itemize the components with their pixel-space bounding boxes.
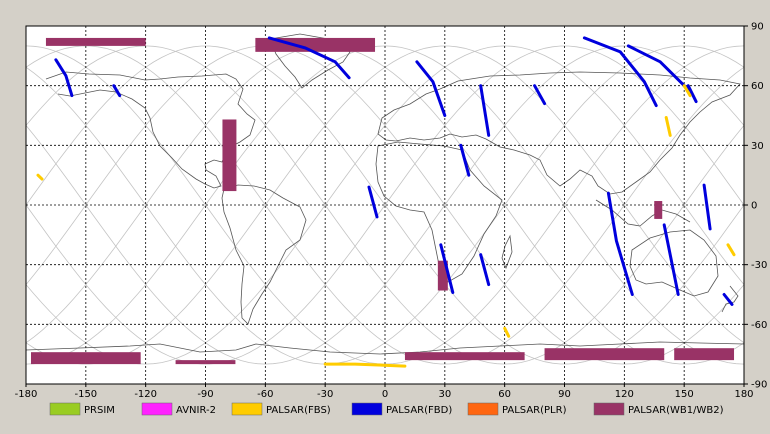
x-tick-label: 30: [438, 389, 451, 400]
swath-track: [606, 191, 634, 296]
swath-track: [702, 183, 712, 231]
legend-label: PALSAR(PLR): [502, 405, 567, 416]
coastline-indonesia: [595, 199, 691, 227]
x-tick-label: 0: [382, 389, 388, 400]
swath-strip: [175, 360, 236, 365]
coastline-eurasia: [377, 71, 741, 195]
swath-strip: [45, 37, 146, 46]
coastline-layer: [25, 33, 745, 355]
swath-track: [533, 84, 547, 106]
coastline-north-america: [45, 71, 256, 189]
legend-swatch: [593, 402, 625, 416]
x-tick-label: 180: [734, 389, 753, 400]
swath-strip: [222, 119, 237, 192]
legend-label: PALSAR(FBD): [386, 405, 452, 416]
legend-item: PALSAR(FBD): [351, 402, 452, 416]
legend-swatch: [231, 402, 263, 416]
swath-track: [686, 84, 698, 104]
swath-track: [36, 173, 44, 181]
swath-track: [479, 84, 491, 137]
swath-track: [267, 36, 351, 80]
tick-label-layer: -180 -150 -120 -90 -60 -30 0 30 60 90 120 150 180 90 6…: [15, 22, 768, 401]
x-tick-label: 120: [615, 389, 634, 400]
swath-track: [664, 116, 672, 137]
swath-track: [415, 60, 447, 117]
swath-track: [722, 293, 734, 306]
swath-track: [726, 243, 736, 257]
coastline-africa: [375, 141, 503, 283]
y-tick-label: 30: [751, 141, 764, 152]
swath-track: [54, 58, 74, 98]
legend-label: PALSAR(FBS): [266, 405, 331, 416]
swath-track: [662, 223, 680, 296]
legend-item: PALSAR(FBS): [231, 402, 331, 416]
legend-label: AVNIR-2: [176, 405, 216, 416]
y-tick-label: -90: [751, 380, 767, 391]
y-tick-label: -30: [751, 260, 767, 271]
x-tick-label: -60: [257, 389, 273, 400]
x-tick-label: 60: [498, 389, 511, 400]
x-tick-label: 90: [558, 389, 571, 400]
x-tick-label: -180: [15, 389, 38, 400]
orbit-track: [25, 45, 745, 365]
legend-swatch: [49, 402, 81, 416]
swath-track: [459, 143, 471, 177]
y-tick-label: 90: [751, 22, 764, 33]
legend-swatch: [141, 402, 173, 416]
legend-label: PRSIM: [84, 405, 115, 416]
coastline-antarctica: [25, 341, 745, 355]
swath-strip: [654, 201, 663, 219]
swath-strip: [544, 348, 665, 361]
swath-strip: [674, 348, 735, 361]
swath-strip: [437, 260, 448, 291]
coastline-madagascar: [501, 234, 513, 270]
swath-track: [367, 185, 379, 219]
swath-layer: [30, 36, 736, 368]
swath-track: [323, 362, 407, 368]
swath-strip: [404, 352, 525, 361]
legend-item: AVNIR-2: [141, 402, 216, 416]
x-tick-label: -150: [74, 389, 97, 400]
swath-strip: [30, 352, 141, 365]
swath-track: [582, 36, 658, 108]
swath-track: [626, 44, 690, 92]
y-tick-label: -60: [751, 320, 767, 331]
swath-track: [682, 84, 692, 98]
legend-item: PALSAR(PLR): [467, 402, 567, 416]
coastline-australia: [629, 229, 719, 297]
swath-track: [479, 253, 491, 287]
swath-track: [439, 243, 455, 294]
swath-track: [503, 326, 511, 338]
legend-swatch: [467, 402, 499, 416]
coastline-south-america: [221, 184, 307, 325]
y-tick-label: 60: [751, 81, 764, 92]
legend-item: PALSAR(WB1/WB2): [593, 402, 724, 416]
legend: PRSIM AVNIR-2 PALSAR(FBS) PALSAR(FBD) PALSAR…: [49, 402, 724, 416]
x-tick-label: -90: [197, 389, 213, 400]
swath-track: [112, 84, 122, 98]
legend-item: PRSIM: [49, 402, 115, 416]
y-tick-label: 0: [751, 201, 757, 212]
x-tick-label: 150: [675, 389, 694, 400]
coastline-new-zealand: [721, 285, 739, 313]
x-tick-label: -120: [134, 389, 157, 400]
legend-label: PALSAR(WB1/WB2): [628, 405, 724, 416]
legend-swatch: [351, 402, 383, 416]
x-tick-label: -30: [317, 389, 333, 400]
